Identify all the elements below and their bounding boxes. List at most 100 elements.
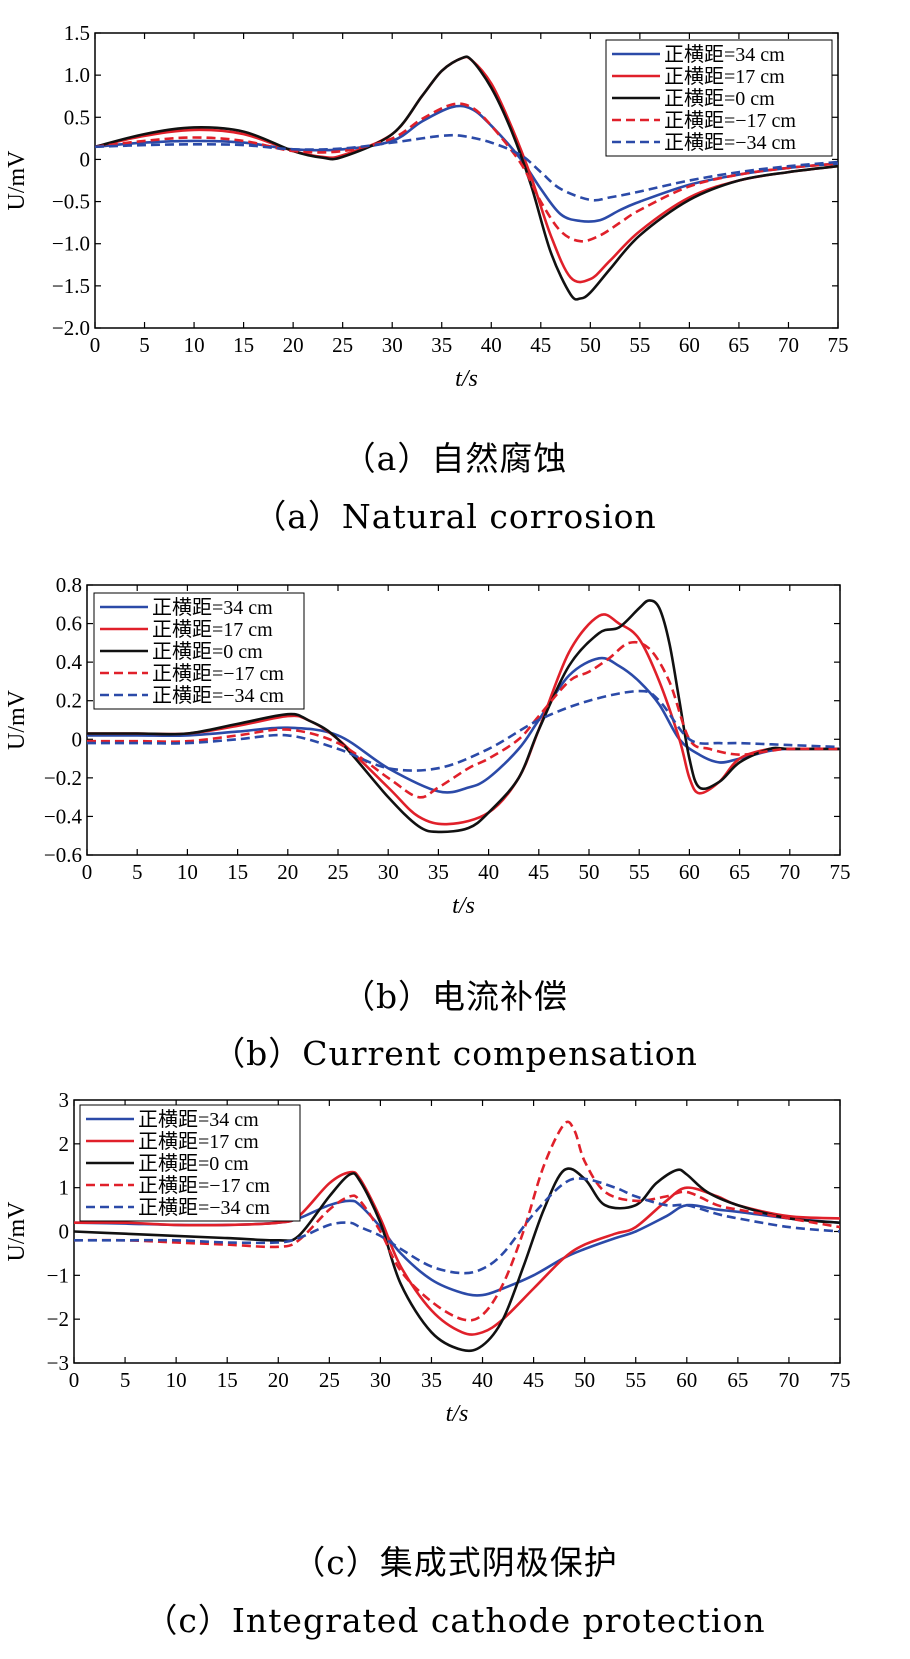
caption-b-cn: （b）电流补偿 <box>341 977 569 1016</box>
x-tick-label: 55 <box>625 1368 646 1392</box>
x-tick-label: 10 <box>166 1368 187 1392</box>
y-tick-label: −0.4 <box>44 804 83 828</box>
series-line-4 <box>74 1177 840 1275</box>
caption-a-en: （a）Natural corrosion <box>253 497 657 536</box>
y-axis-label: U/mV <box>4 1201 30 1262</box>
plot-frame <box>86 584 841 856</box>
chart-panel-c: 0 5 10 15 20 25 30 35 40 45 50 55 60 65 70 75 3 2 1 0 −1 −2 −3… <box>0 1088 910 1659</box>
x-tick-label: 5 <box>132 860 143 884</box>
x-tick-label: 10 <box>177 860 198 884</box>
x-tick-label: 20 <box>268 1368 289 1392</box>
legend-label: 正横距=17 cm <box>664 65 785 88</box>
legend-label: 正横距=−34 cm <box>138 1196 270 1219</box>
legend-label: 正横距=−17 cm <box>152 662 284 685</box>
y-tick-label: 1.5 <box>64 21 90 45</box>
x-tick-label: 45 <box>523 1368 544 1392</box>
y-tick-label: −0.6 <box>44 843 82 867</box>
chart-a-svg: 0 5 10 15 20 25 30 35 40 45 50 55 60 65 70 75 1.5 1.0 0.5 0… <box>4 21 849 392</box>
x-tick-label: 30 <box>370 1368 391 1392</box>
x-tick-label: 65 <box>727 1368 748 1392</box>
x-tick-label: 60 <box>679 333 700 357</box>
y-tick-label: 0 <box>72 727 83 751</box>
x-axis-label: t/s <box>455 366 478 392</box>
x-tick-label: 60 <box>676 1368 697 1392</box>
y-tick-label: −0.2 <box>44 766 82 790</box>
y-tick-label: 0 <box>59 1220 70 1244</box>
y-tick-label: 1 <box>59 1176 70 1200</box>
x-axis-label: t/s <box>446 1401 469 1427</box>
y-tick-label: 0.8 <box>56 573 82 597</box>
x-tick-label: 75 <box>830 1368 851 1392</box>
y-tick-label: 0.2 <box>56 689 82 713</box>
series-line-1 <box>74 1170 840 1336</box>
plot-frame <box>94 32 839 329</box>
x-tick-label: 75 <box>830 860 851 884</box>
x-tick-label: 60 <box>679 860 700 884</box>
legend-label: 正横距=−34 cm <box>152 684 284 707</box>
x-tick-label: 35 <box>421 1368 442 1392</box>
x-tick-label: 65 <box>728 333 749 357</box>
legend-box <box>93 592 305 710</box>
x-tick-label: 50 <box>574 1368 595 1392</box>
caption-a-cn: （a）自然腐蚀 <box>342 439 568 478</box>
x-tick-label: 70 <box>778 333 799 357</box>
y-tick-label: 0.6 <box>56 612 82 636</box>
x-tick-label: 75 <box>828 333 849 357</box>
series-line-4 <box>87 689 840 772</box>
x-tick-label: 30 <box>382 333 403 357</box>
legend-label: 正横距=0 cm <box>664 87 775 110</box>
y-tick-label: −1 <box>47 1263 69 1287</box>
caption-c-en: （c）Integrated cathode protection <box>144 1601 766 1640</box>
series-line-3 <box>87 640 840 799</box>
y-tick-label: 0 <box>80 147 91 171</box>
caption-b-en: （b）Current compensation <box>212 1034 698 1073</box>
series-line-2 <box>87 599 840 834</box>
y-tick-label: −1.0 <box>52 232 90 256</box>
legend-label: 正横距=17 cm <box>152 618 273 641</box>
y-tick-label: 0.5 <box>64 105 90 129</box>
x-tick-label: 35 <box>428 860 449 884</box>
x-tick-label: 20 <box>283 333 304 357</box>
legend-label: 正横距=0 cm <box>138 1152 249 1175</box>
x-tick-label: 35 <box>431 333 452 357</box>
caption-c-cn: （c）集成式阴极保护 <box>292 1543 618 1582</box>
legend-label: 正横距=−17 cm <box>138 1174 270 1197</box>
x-tick-label: 20 <box>277 860 298 884</box>
x-tick-label: 40 <box>481 333 502 357</box>
x-tick-label: 55 <box>629 860 650 884</box>
y-axis-label: U/mV <box>4 150 30 211</box>
legend-label: 正横距=0 cm <box>152 640 263 663</box>
legend-label: 正横距=−17 cm <box>664 109 796 132</box>
x-tick-label: 65 <box>729 860 750 884</box>
y-axis-label: U/mV <box>4 689 30 750</box>
x-tick-label: 40 <box>472 1368 493 1392</box>
x-tick-label: 5 <box>120 1368 131 1392</box>
x-tick-label: 50 <box>580 333 601 357</box>
y-tick-label: −1.5 <box>52 274 90 298</box>
legend-label: 正横距=34 cm <box>152 596 273 619</box>
legend-label: 正横距=17 cm <box>138 1130 259 1153</box>
chart-c-svg: 0 5 10 15 20 25 30 35 40 45 50 55 60 65 70 753210−1−2−3… <box>4 1088 851 1427</box>
x-tick-label: 10 <box>184 333 205 357</box>
x-tick-label: 25 <box>332 333 353 357</box>
legend-label: 正横距=34 cm <box>138 1108 259 1131</box>
x-tick-label: 25 <box>319 1368 340 1392</box>
chart-b-svg: 0 5 10 15 20 25 30 35 40 45 50 55 60 65 70 75 0.8 0.6 0.4 0… <box>4 573 851 919</box>
y-tick-label: 2 <box>59 1132 70 1156</box>
series-line-3 <box>74 1120 840 1322</box>
y-tick-label: 3 <box>59 1088 70 1112</box>
x-tick-label: 40 <box>478 860 499 884</box>
x-tick-label: 5 <box>139 333 150 357</box>
chart-panel-b: 0 5 10 15 20 25 30 35 40 45 50 55 60 65 70 75 0.8 0.6 0.4 0… <box>0 560 910 1100</box>
x-tick-label: 45 <box>528 860 549 884</box>
x-axis-label: t/s <box>452 893 475 919</box>
x-tick-label: 45 <box>530 333 551 357</box>
x-tick-label: 15 <box>227 860 248 884</box>
legend-label: 正横距=−34 cm <box>664 131 796 154</box>
x-tick-label: 30 <box>378 860 399 884</box>
x-tick-label: 70 <box>779 860 800 884</box>
x-tick-label: 55 <box>629 333 650 357</box>
x-tick-label: 0 <box>90 333 101 357</box>
